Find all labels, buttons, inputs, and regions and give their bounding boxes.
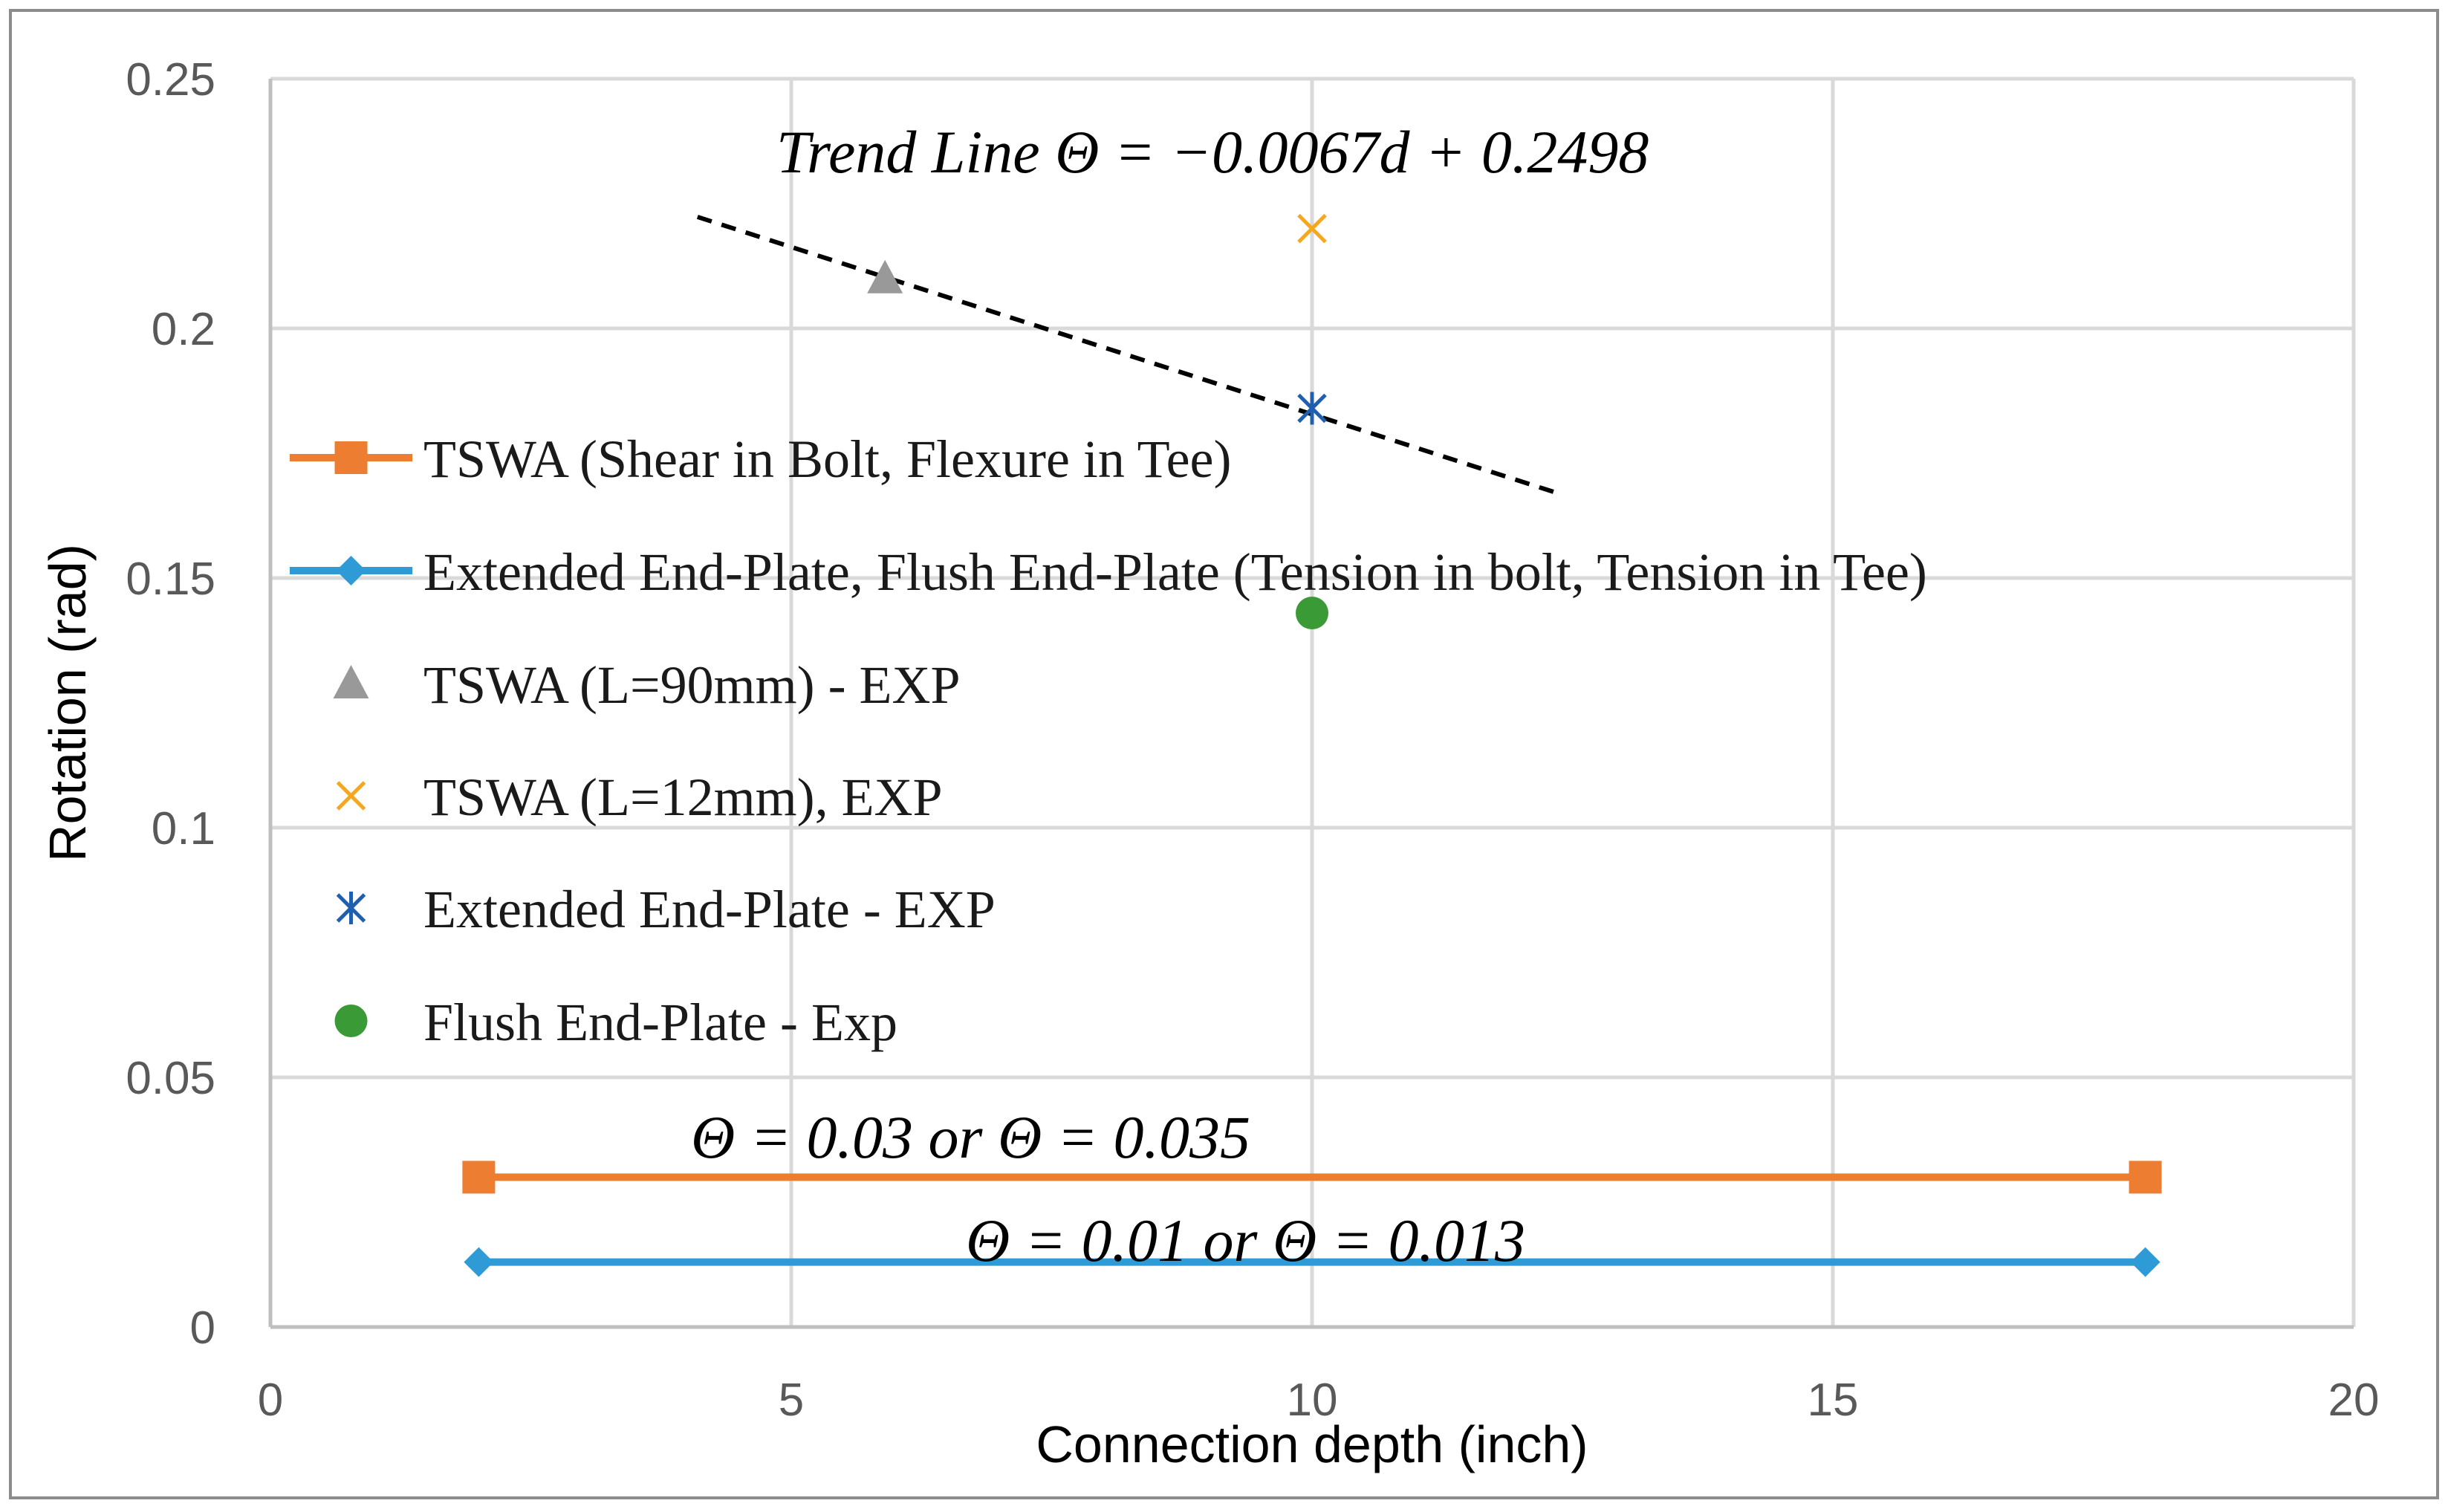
marker-x-stroke [336, 781, 366, 811]
legend-item: TSWA (L=90mm) - EXP [333, 655, 961, 715]
legend-item: TSWA (Shear in Bolt, Flexure in Tee) [290, 429, 1231, 489]
x-tick-label: 5 [779, 1375, 804, 1426]
data-point [2129, 1161, 2162, 1194]
axis-layer: 0 5 10 15 20 0 0.05 0.1 0.15 0.2 0.25 [126, 54, 2379, 1426]
legend-item: TSWA (L=12mm), EXP [336, 768, 943, 827]
marker-triangle-shape [867, 259, 903, 293]
trend-line-label: Trend Line Θ = −0.0067d + 0.2498 [776, 118, 1649, 186]
marker-triangle-shape [333, 665, 369, 698]
legend-label: TSWA (L=90mm) - EXP [423, 655, 961, 715]
series-layer [462, 213, 2162, 1277]
data-point [1297, 392, 1327, 425]
marker-square-shape [462, 1161, 496, 1194]
legend-label: TSWA (L=12mm), EXP [423, 768, 943, 827]
legend-marker [336, 781, 366, 811]
y-tick-label: 0 [190, 1302, 215, 1354]
legend-marker [334, 1005, 368, 1037]
data-point [2130, 1247, 2160, 1277]
data-point [1297, 213, 1327, 244]
legend-layer: TSWA (Shear in Bolt, Flexure in Tee) Exte… [290, 429, 1927, 1052]
data-point [462, 1161, 496, 1194]
legend-marker [336, 556, 366, 585]
data-point [867, 259, 903, 293]
marker-circle-shape [334, 1005, 368, 1037]
chart-border [9, 9, 2439, 1499]
x-tick-label: 15 [1808, 1375, 1859, 1426]
data-point [1296, 597, 1328, 630]
data-point [464, 1247, 494, 1277]
marker-x-stroke [1297, 213, 1327, 244]
legend-item: Flush End-Plate - Exp [334, 993, 897, 1052]
marker-circle-shape [1296, 597, 1328, 630]
marker-diamond-shape [336, 556, 366, 585]
legend-marker [336, 892, 366, 924]
legend-label: Extended End-Plate - EXP [423, 880, 996, 939]
legend-item: Extended End-Plate, Flush End-Plate (Ten… [290, 542, 1927, 602]
legend-marker [334, 441, 368, 474]
legend-marker [333, 665, 369, 698]
legend-item: Extended End-Plate - EXP [336, 880, 996, 939]
grid-layer [268, 77, 2356, 1329]
x-tick-label: 10 [1287, 1375, 1338, 1426]
y-tick-label: 0.1 [152, 803, 215, 854]
y-tick-label: 0.25 [126, 54, 215, 106]
marker-square-shape [334, 441, 368, 474]
annotation-orange-range: Θ = 0.03 or Θ = 0.035 [691, 1103, 1250, 1171]
marker-square-shape [2129, 1161, 2162, 1194]
x-axis-label: Connection depth (inch) [1036, 1415, 1588, 1473]
legend-label: TSWA (Shear in Bolt, Flexure in Tee) [423, 429, 1231, 489]
marker-diamond-shape [2130, 1247, 2160, 1277]
annotation-blue-range: Θ = 0.01 or Θ = 0.013 [966, 1207, 1525, 1274]
y-tick-label: 0.2 [152, 304, 215, 355]
legend-label: Flush End-Plate - Exp [423, 993, 897, 1052]
y-tick-label: 0.05 [126, 1053, 215, 1104]
y-tick-label: 0.15 [126, 554, 215, 605]
x-tick-label: 20 [2328, 1375, 2380, 1426]
x-tick-label: 0 [258, 1375, 283, 1426]
marker-diamond-shape [464, 1247, 494, 1277]
y-axis-label: Rotation (rad) [39, 544, 97, 862]
legend-label: Extended End-Plate, Flush End-Plate (Ten… [423, 542, 1927, 602]
